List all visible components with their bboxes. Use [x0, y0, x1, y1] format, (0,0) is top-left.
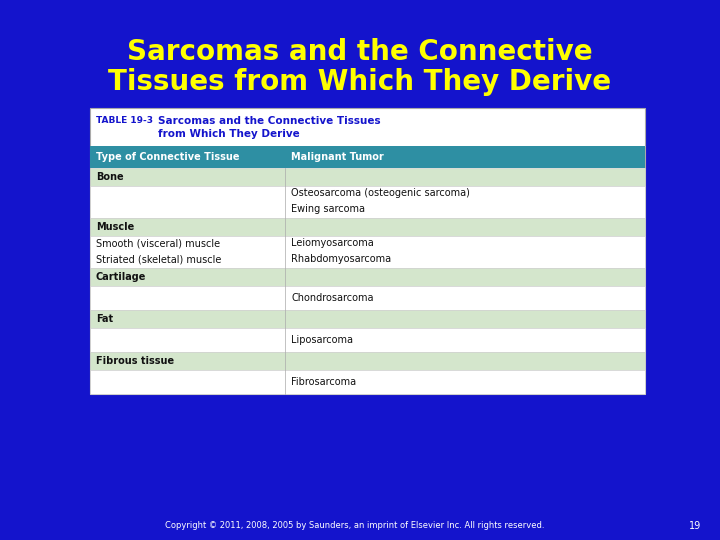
Text: Liposarcoma: Liposarcoma — [291, 335, 353, 345]
Text: TABLE 19-3: TABLE 19-3 — [96, 116, 153, 125]
Text: Bone: Bone — [96, 172, 124, 182]
Text: 19: 19 — [689, 521, 701, 531]
Text: Chondrosarcoma: Chondrosarcoma — [291, 293, 374, 303]
Text: Smooth (visceral) muscle: Smooth (visceral) muscle — [96, 238, 220, 248]
Text: Fat: Fat — [96, 314, 113, 324]
FancyBboxPatch shape — [90, 268, 645, 286]
Text: Fibrous tissue: Fibrous tissue — [96, 356, 174, 366]
Text: Fibrosarcoma: Fibrosarcoma — [291, 377, 356, 387]
Text: Rhabdomyosarcoma: Rhabdomyosarcoma — [291, 254, 391, 264]
Text: Copyright © 2011, 2008, 2005 by Saunders, an imprint of Elsevier Inc. All rights: Copyright © 2011, 2008, 2005 by Saunders… — [166, 522, 545, 530]
Text: Type of Connective Tissue: Type of Connective Tissue — [96, 152, 240, 162]
FancyBboxPatch shape — [90, 370, 645, 394]
FancyBboxPatch shape — [90, 168, 645, 186]
Text: from Which They Derive: from Which They Derive — [158, 129, 300, 139]
Text: Sarcomas and the Connective Tissues: Sarcomas and the Connective Tissues — [158, 116, 381, 126]
Text: Ewing sarcoma: Ewing sarcoma — [291, 204, 365, 214]
FancyBboxPatch shape — [90, 328, 645, 352]
FancyBboxPatch shape — [90, 218, 645, 236]
FancyBboxPatch shape — [90, 286, 645, 310]
Text: Striated (skeletal) muscle: Striated (skeletal) muscle — [96, 254, 221, 264]
Text: Malignant Tumor: Malignant Tumor — [291, 152, 384, 162]
Text: Tissues from Which They Derive: Tissues from Which They Derive — [109, 68, 611, 96]
FancyBboxPatch shape — [90, 310, 645, 328]
FancyBboxPatch shape — [90, 352, 645, 370]
Text: Cartilage: Cartilage — [96, 272, 146, 282]
Text: Leiomyosarcoma: Leiomyosarcoma — [291, 238, 374, 248]
Text: Sarcomas and the Connective: Sarcomas and the Connective — [127, 38, 593, 66]
Text: Muscle: Muscle — [96, 222, 134, 232]
FancyBboxPatch shape — [90, 186, 645, 218]
FancyBboxPatch shape — [90, 108, 645, 394]
FancyBboxPatch shape — [90, 236, 645, 268]
Text: Osteosarcoma (osteogenic sarcoma): Osteosarcoma (osteogenic sarcoma) — [291, 188, 470, 198]
FancyBboxPatch shape — [90, 146, 645, 168]
